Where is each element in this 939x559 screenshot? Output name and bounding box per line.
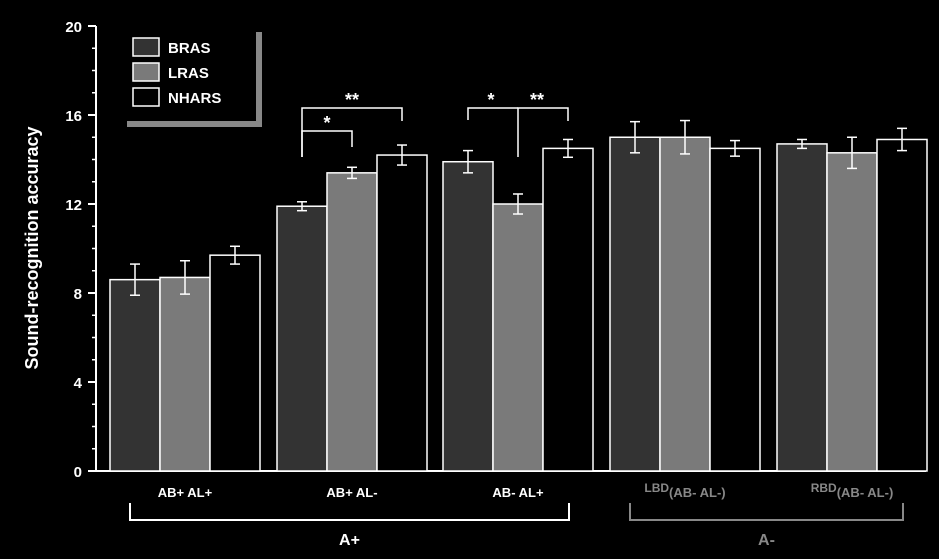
y-tick-label: 8: [74, 286, 82, 303]
y-tick-label: 16: [65, 108, 82, 125]
bar-lras: [826, 152, 878, 472]
group-bracket: [629, 503, 904, 521]
y-tick-label: 12: [65, 197, 82, 214]
legend-swatch-nhars: [132, 87, 160, 107]
bar-bras: [276, 205, 328, 472]
bar-bras: [442, 160, 494, 472]
significance-bracket: [301, 107, 403, 157]
y-tick-label: 20: [65, 19, 82, 36]
significance-bracket: [467, 107, 518, 120]
category-label-main: (AB- AL-): [837, 485, 894, 500]
bar-bras: [776, 143, 828, 472]
y-tick-label: 4: [74, 375, 83, 392]
bar-lras: [659, 136, 711, 472]
significance-label: *: [323, 113, 330, 133]
group-label: A+: [339, 532, 360, 549]
bar-bras: [609, 136, 661, 472]
legend-label-lras: LRAS: [168, 65, 209, 82]
group-brackets: A+ A-: [129, 503, 904, 549]
category-label: AB+ AL-: [326, 485, 377, 500]
significance-bracket: [517, 107, 569, 157]
legend-frame: [127, 32, 262, 127]
bar-nhars: [376, 154, 428, 472]
legend-swatch-bras: [132, 37, 160, 57]
y-tick-label: 0: [74, 464, 82, 481]
x-axis-labels: AB+ AL+ AB+ AL- AB- AL+ LBD(AB- AL-) RBD(AB-…: [158, 481, 893, 500]
bar-nhars: [542, 147, 594, 472]
significance-label: **: [345, 90, 359, 110]
bar-nhars: [876, 138, 928, 472]
y-axis-label: Sound-recognition accuracy: [22, 126, 42, 369]
bar-bras: [109, 278, 161, 472]
legend-swatch-lras: [132, 62, 160, 82]
legend-label-bras: BRAS: [168, 40, 211, 57]
bar-lras: [159, 276, 211, 472]
legend: BRAS LRAS NHARS: [127, 32, 262, 127]
bar-nhars: [709, 147, 761, 472]
bar-lras: [326, 172, 378, 472]
significance-label: *: [487, 90, 494, 110]
category-label: LBD(AB- AL-): [644, 481, 725, 500]
significance-brackets: *** * **: [301, 90, 569, 157]
significance-label: **: [530, 90, 544, 110]
legend-label-nhars: NHARS: [168, 90, 221, 107]
group-label: A-: [758, 532, 775, 549]
category-label-prefix: LBD: [644, 481, 669, 495]
bar-lras: [492, 203, 544, 472]
category-label-main: (AB- AL-): [669, 485, 726, 500]
bars: [109, 119, 928, 472]
category-label-prefix: RBD: [811, 481, 837, 495]
category-label: AB+ AL+: [158, 485, 213, 500]
category-label: AB- AL+: [492, 485, 544, 500]
category-label: RBD(AB- AL-): [811, 481, 894, 500]
group-bracket: [129, 503, 570, 521]
bar-nhars: [209, 254, 261, 472]
